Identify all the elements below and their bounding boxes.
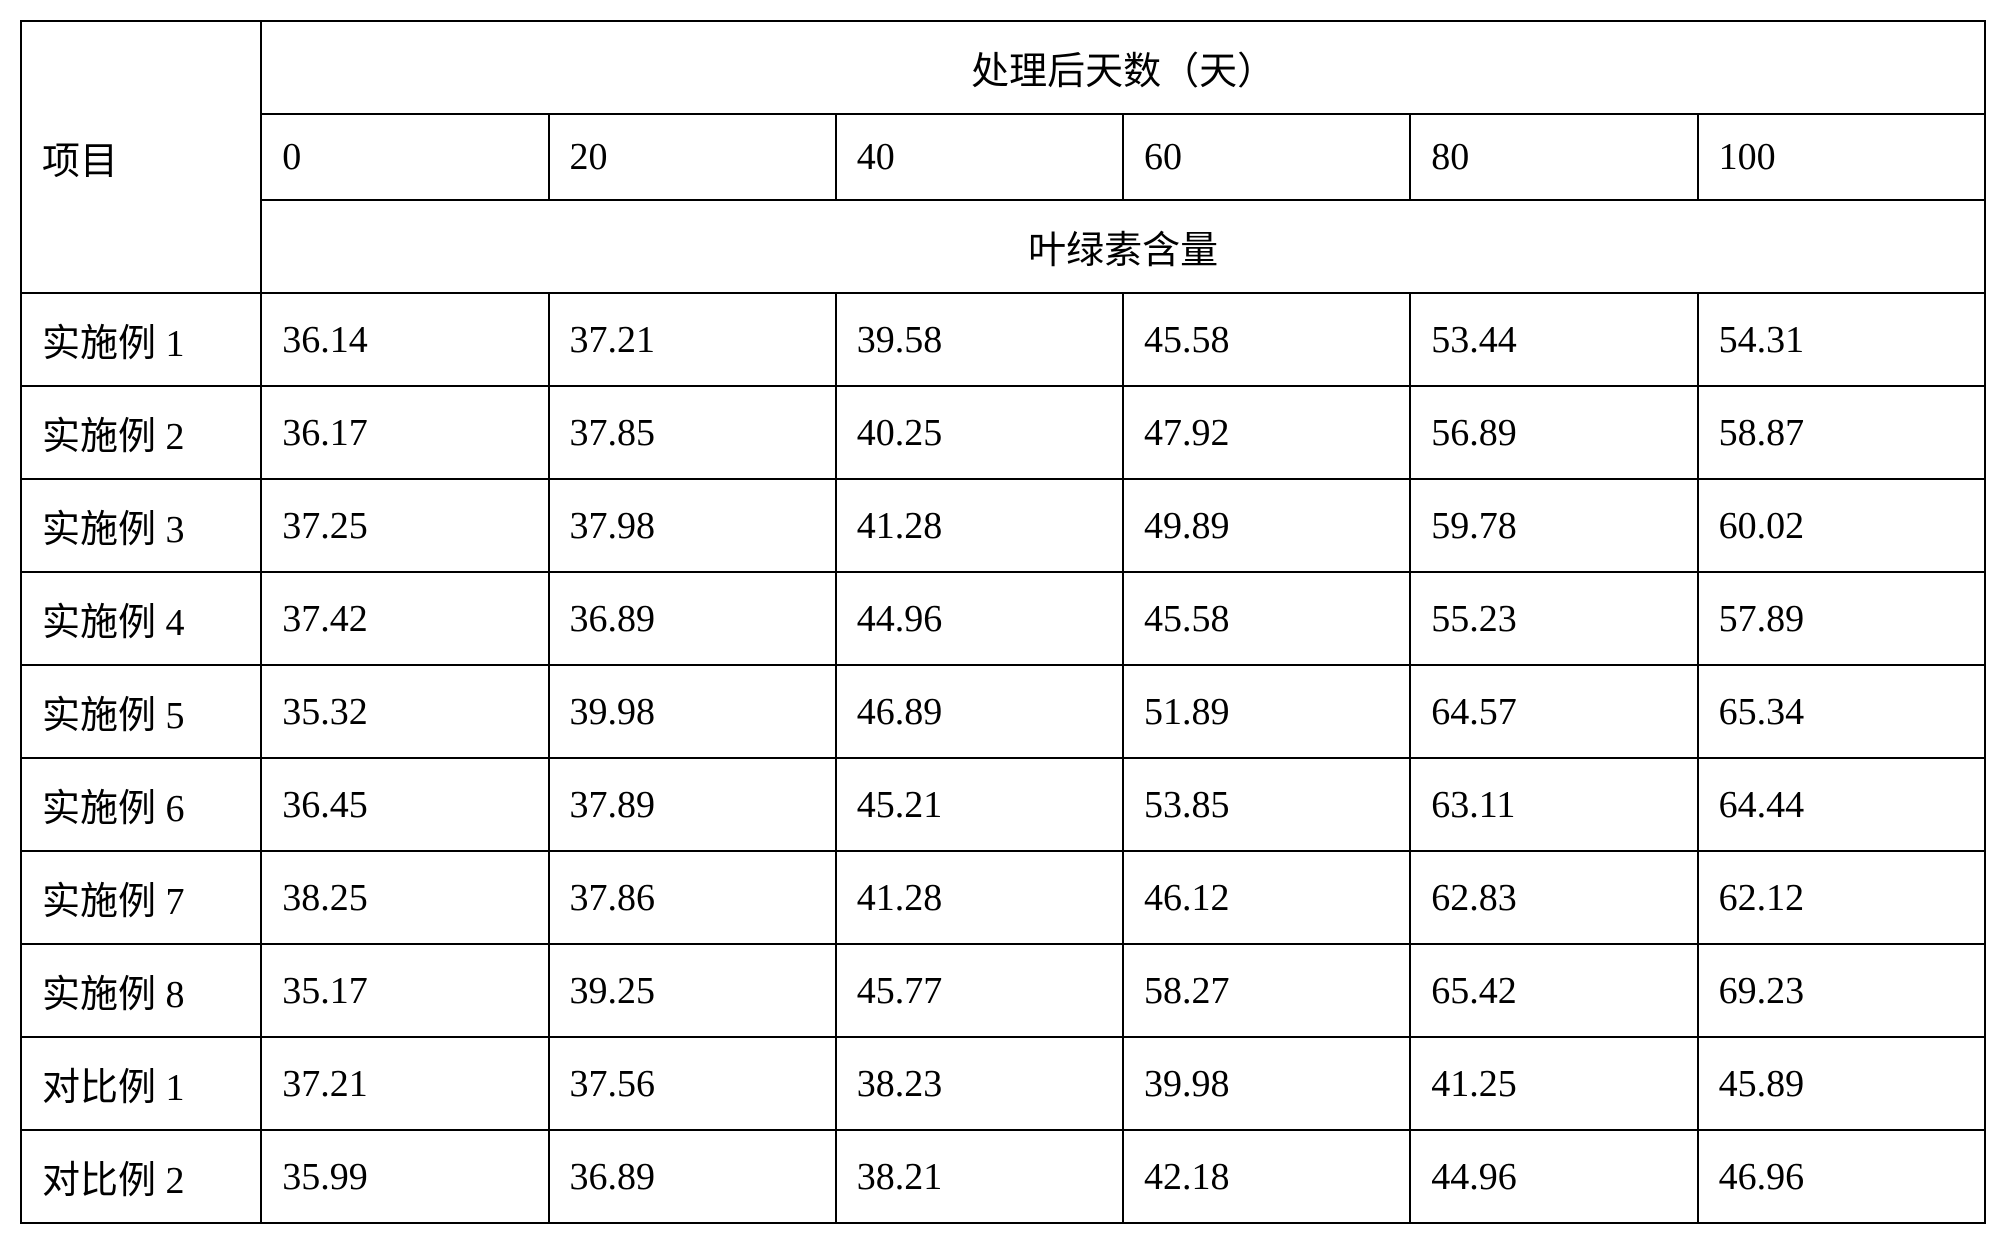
data-cell: 62.83 [1410,851,1697,944]
data-cell: 37.85 [549,386,836,479]
data-cell: 35.17 [261,944,548,1037]
data-cell: 45.58 [1123,293,1410,386]
row-label: 实施例 3 [21,479,261,572]
row-label: 实施例 1 [21,293,261,386]
column-header: 60 [1123,114,1410,200]
data-cell: 58.87 [1698,386,1985,479]
data-cell: 55.23 [1410,572,1697,665]
header-row-1: 项目 处理后天数（天） [21,21,1985,114]
header-row-2: 0 20 40 60 80 100 [21,114,1985,200]
data-cell: 37.21 [261,1037,548,1130]
data-cell: 45.77 [836,944,1123,1037]
data-cell: 39.98 [549,665,836,758]
data-cell: 38.25 [261,851,548,944]
data-cell: 40.25 [836,386,1123,479]
data-cell: 62.12 [1698,851,1985,944]
row-label-header: 项目 [21,21,261,293]
data-cell: 59.78 [1410,479,1697,572]
super-header: 处理后天数（天） [261,21,1985,114]
data-cell: 46.89 [836,665,1123,758]
table-row: 实施例 6 36.45 37.89 45.21 53.85 63.11 64.4… [21,758,1985,851]
table-body: 项目 处理后天数（天） 0 20 40 60 80 100 叶绿素含量 实施例 … [21,21,1985,1223]
data-cell: 38.23 [836,1037,1123,1130]
data-cell: 37.98 [549,479,836,572]
row-label: 实施例 6 [21,758,261,851]
data-cell: 37.25 [261,479,548,572]
row-label: 实施例 8 [21,944,261,1037]
data-cell: 69.23 [1698,944,1985,1037]
data-cell: 51.89 [1123,665,1410,758]
sub-header: 叶绿素含量 [261,200,1985,293]
data-cell: 60.02 [1698,479,1985,572]
data-cell: 37.21 [549,293,836,386]
data-cell: 39.58 [836,293,1123,386]
data-cell: 54.31 [1698,293,1985,386]
column-header: 0 [261,114,548,200]
data-cell: 44.96 [1410,1130,1697,1223]
data-cell: 53.44 [1410,293,1697,386]
data-cell: 37.42 [261,572,548,665]
data-cell: 58.27 [1123,944,1410,1037]
column-header: 20 [549,114,836,200]
row-label: 对比例 1 [21,1037,261,1130]
data-cell: 47.92 [1123,386,1410,479]
data-cell: 41.25 [1410,1037,1697,1130]
data-cell: 36.45 [261,758,548,851]
data-cell: 46.96 [1698,1130,1985,1223]
data-cell: 63.11 [1410,758,1697,851]
data-cell: 37.56 [549,1037,836,1130]
data-cell: 44.96 [836,572,1123,665]
data-cell: 42.18 [1123,1130,1410,1223]
row-label: 实施例 2 [21,386,261,479]
data-cell: 36.89 [549,1130,836,1223]
data-cell: 53.85 [1123,758,1410,851]
row-label: 实施例 4 [21,572,261,665]
table-row: 实施例 1 36.14 37.21 39.58 45.58 53.44 54.3… [21,293,1985,386]
header-row-3: 叶绿素含量 [21,200,1985,293]
row-label: 实施例 7 [21,851,261,944]
data-cell: 65.42 [1410,944,1697,1037]
table-row: 实施例 3 37.25 37.98 41.28 49.89 59.78 60.0… [21,479,1985,572]
data-cell: 35.99 [261,1130,548,1223]
data-cell: 39.98 [1123,1037,1410,1130]
row-label: 实施例 5 [21,665,261,758]
data-cell: 36.17 [261,386,548,479]
data-cell: 35.32 [261,665,548,758]
data-table: 项目 处理后天数（天） 0 20 40 60 80 100 叶绿素含量 实施例 … [20,20,1986,1224]
data-cell: 45.89 [1698,1037,1985,1130]
table-row: 对比例 2 35.99 36.89 38.21 42.18 44.96 46.9… [21,1130,1985,1223]
data-cell: 65.34 [1698,665,1985,758]
table-row: 实施例 8 35.17 39.25 45.77 58.27 65.42 69.2… [21,944,1985,1037]
data-cell: 37.89 [549,758,836,851]
data-cell: 36.89 [549,572,836,665]
data-cell: 57.89 [1698,572,1985,665]
data-cell: 41.28 [836,479,1123,572]
data-cell: 36.14 [261,293,548,386]
column-header: 100 [1698,114,1985,200]
data-cell: 64.57 [1410,665,1697,758]
data-cell: 41.28 [836,851,1123,944]
data-cell: 37.86 [549,851,836,944]
data-cell: 46.12 [1123,851,1410,944]
data-cell: 49.89 [1123,479,1410,572]
data-cell: 38.21 [836,1130,1123,1223]
data-cell: 56.89 [1410,386,1697,479]
table-row: 实施例 2 36.17 37.85 40.25 47.92 56.89 58.8… [21,386,1985,479]
data-cell: 64.44 [1698,758,1985,851]
column-header: 40 [836,114,1123,200]
data-cell: 39.25 [549,944,836,1037]
table-row: 实施例 7 38.25 37.86 41.28 46.12 62.83 62.1… [21,851,1985,944]
row-label: 对比例 2 [21,1130,261,1223]
table-row: 实施例 4 37.42 36.89 44.96 45.58 55.23 57.8… [21,572,1985,665]
data-cell: 45.58 [1123,572,1410,665]
table-row: 对比例 1 37.21 37.56 38.23 39.98 41.25 45.8… [21,1037,1985,1130]
data-cell: 45.21 [836,758,1123,851]
column-header: 80 [1410,114,1697,200]
table-row: 实施例 5 35.32 39.98 46.89 51.89 64.57 65.3… [21,665,1985,758]
